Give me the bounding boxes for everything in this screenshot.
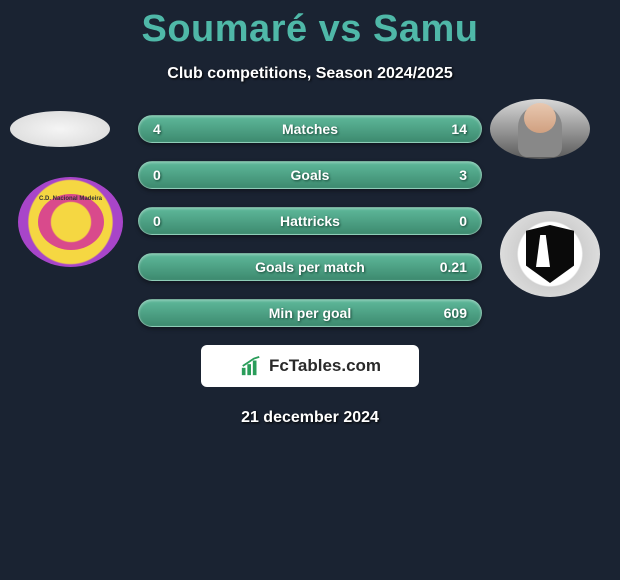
stat-right-value: 14 (451, 121, 467, 137)
club-left-badge-inner: C.D. Nacional Madeira (38, 194, 104, 250)
stat-row-goals-per-match: Goals per match 0.21 (138, 253, 482, 281)
footer-brand-text: FcTables.com (269, 356, 381, 376)
stat-label: Hattricks (280, 213, 340, 229)
stat-right-value: 0.21 (440, 259, 467, 275)
stat-left-value: 0 (153, 167, 161, 183)
club-right-shield (526, 225, 574, 283)
stat-left-value: 0 (153, 213, 161, 229)
club-left-badge: C.D. Nacional Madeira (18, 177, 123, 267)
main-area: C.D. Nacional Madeira 4 Matches 14 0 Goa… (0, 115, 620, 427)
stat-label: Matches (282, 121, 338, 137)
player-right-avatar (490, 99, 590, 159)
chart-icon (239, 355, 263, 377)
player-left-avatar (10, 111, 110, 147)
stat-row-goals: 0 Goals 3 (138, 161, 482, 189)
stat-row-matches: 4 Matches 14 (138, 115, 482, 143)
stat-row-hattricks: 0 Hattricks 0 (138, 207, 482, 235)
subtitle: Club competitions, Season 2024/2025 (0, 65, 620, 83)
date-text: 21 december 2024 (0, 409, 620, 427)
stats-list: 4 Matches 14 0 Goals 3 0 Hattricks 0 Goa… (138, 115, 482, 327)
footer-brand: FcTables.com (201, 345, 419, 387)
stat-right-value: 609 (444, 305, 467, 321)
infographic-container: Soumaré vs Samu Club competitions, Seaso… (0, 0, 620, 580)
stat-right-value: 3 (459, 167, 467, 183)
stat-right-value: 0 (459, 213, 467, 229)
stat-label: Min per goal (269, 305, 351, 321)
stat-left-value: 4 (153, 121, 161, 137)
page-title: Soumaré vs Samu (0, 0, 620, 51)
stat-label: Goals (291, 167, 330, 183)
stat-row-min-per-goal: Min per goal 609 (138, 299, 482, 327)
stat-label: Goals per match (255, 259, 365, 275)
club-right-badge (500, 211, 600, 297)
